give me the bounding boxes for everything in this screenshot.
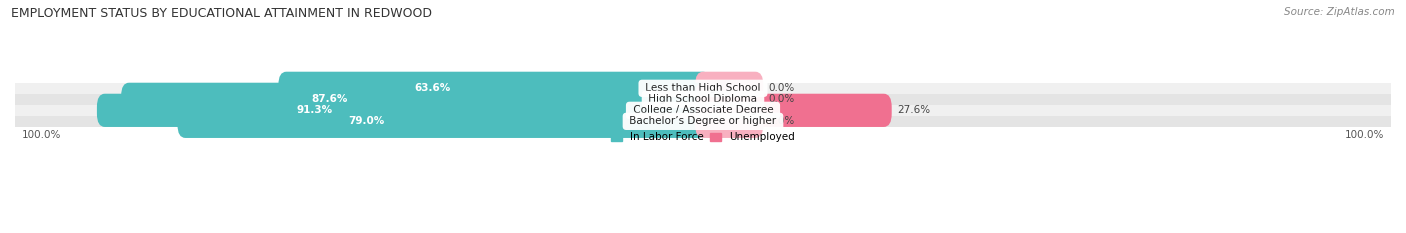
Text: 91.3%: 91.3%	[297, 105, 332, 115]
Text: 0.0%: 0.0%	[769, 116, 794, 126]
FancyBboxPatch shape	[695, 83, 763, 116]
Text: EMPLOYMENT STATUS BY EDUCATIONAL ATTAINMENT IN REDWOOD: EMPLOYMENT STATUS BY EDUCATIONAL ATTAINM…	[11, 7, 432, 20]
Text: 100.0%: 100.0%	[1346, 130, 1385, 140]
FancyBboxPatch shape	[97, 94, 711, 127]
Text: 0.0%: 0.0%	[769, 94, 794, 104]
Text: 0.0%: 0.0%	[769, 83, 794, 93]
Text: Less than High School: Less than High School	[643, 83, 763, 93]
FancyBboxPatch shape	[177, 105, 711, 138]
Bar	[15, 105, 1406, 116]
Text: Bachelor’s Degree or higher: Bachelor’s Degree or higher	[626, 116, 780, 126]
Text: 27.6%: 27.6%	[897, 105, 931, 115]
Text: 79.0%: 79.0%	[349, 116, 385, 126]
Text: High School Diploma: High School Diploma	[645, 94, 761, 104]
Text: College / Associate Degree: College / Associate Degree	[630, 105, 776, 115]
Bar	[15, 83, 1406, 94]
Text: 63.6%: 63.6%	[413, 83, 450, 93]
FancyBboxPatch shape	[695, 94, 891, 127]
Text: Source: ZipAtlas.com: Source: ZipAtlas.com	[1284, 7, 1395, 17]
Bar	[15, 94, 1406, 105]
FancyBboxPatch shape	[121, 83, 711, 116]
Bar	[15, 116, 1406, 127]
Legend: In Labor Force, Unemployed: In Labor Force, Unemployed	[609, 130, 797, 145]
FancyBboxPatch shape	[695, 72, 763, 105]
FancyBboxPatch shape	[695, 105, 763, 138]
Text: 100.0%: 100.0%	[21, 130, 60, 140]
Text: 87.6%: 87.6%	[312, 94, 349, 104]
FancyBboxPatch shape	[278, 72, 711, 105]
